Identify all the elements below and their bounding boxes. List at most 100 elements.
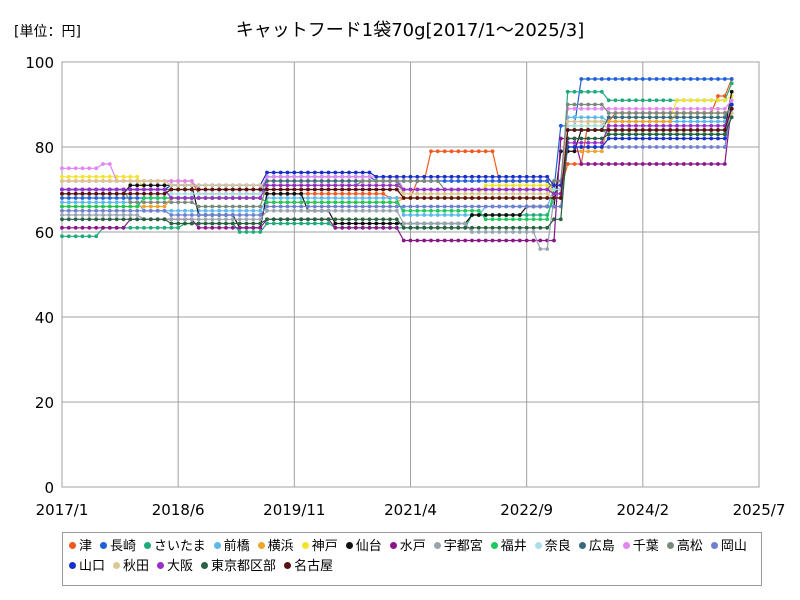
data-point <box>135 225 140 230</box>
data-point <box>695 106 700 111</box>
data-point <box>73 234 78 239</box>
data-point <box>135 179 140 183</box>
data-point <box>422 221 427 226</box>
data-point <box>128 200 133 205</box>
data-point <box>394 200 399 205</box>
data-point <box>169 213 174 217</box>
data-point <box>107 179 112 183</box>
data-point <box>593 149 597 154</box>
data-point <box>333 183 338 188</box>
data-point <box>579 145 584 149</box>
data-point <box>278 204 283 209</box>
data-point <box>183 196 187 200</box>
data-point <box>476 191 481 196</box>
data-point <box>709 119 714 124</box>
data-point <box>545 179 550 183</box>
data-point <box>463 187 468 192</box>
data-point <box>169 208 174 213</box>
data-point <box>675 115 679 120</box>
data-point <box>285 170 290 175</box>
data-point <box>306 196 310 200</box>
data-point <box>347 217 351 222</box>
data-point <box>73 191 78 196</box>
data-point <box>114 225 119 230</box>
data-point <box>552 238 556 243</box>
data-point <box>654 132 659 137</box>
data-point <box>278 200 283 205</box>
data-point <box>593 102 597 107</box>
data-point <box>688 132 693 137</box>
data-point <box>155 217 160 222</box>
data-point <box>702 145 707 149</box>
data-point <box>545 204 550 209</box>
data-point <box>94 179 99 183</box>
data-point <box>511 187 515 192</box>
data-point <box>66 217 71 222</box>
data-point <box>333 174 338 179</box>
data-point <box>271 170 276 175</box>
data-point <box>121 200 126 205</box>
data-point <box>162 187 167 192</box>
data-point <box>306 179 310 183</box>
data-point <box>504 217 509 222</box>
data-point <box>374 225 379 230</box>
data-point <box>661 145 666 149</box>
data-point <box>483 179 488 183</box>
data-point <box>340 170 345 175</box>
data-point <box>148 187 153 192</box>
data-point <box>613 98 618 103</box>
data-point <box>579 115 584 120</box>
data-point <box>340 183 345 188</box>
data-point <box>668 162 673 166</box>
data-point <box>429 187 433 192</box>
data-point <box>66 174 71 179</box>
data-point <box>189 196 194 200</box>
data-point <box>579 149 584 154</box>
data-point <box>716 115 720 120</box>
data-point <box>490 191 495 196</box>
data-point <box>620 123 625 128</box>
data-point <box>176 225 181 230</box>
legend-label: 仙台 <box>355 539 382 554</box>
data-point <box>319 191 324 196</box>
data-point <box>251 191 256 196</box>
data-point <box>121 196 126 200</box>
data-point <box>538 217 543 222</box>
data-point <box>196 187 201 192</box>
data-point <box>702 119 707 124</box>
legend-item: 名古屋 <box>284 559 333 575</box>
data-point <box>552 183 556 188</box>
legend-item: 前橋 <box>213 539 250 555</box>
data-point <box>511 196 515 200</box>
data-point <box>729 77 734 81</box>
data-point <box>353 187 358 192</box>
data-point <box>189 208 194 213</box>
data-point <box>524 183 529 188</box>
data-point <box>333 221 338 226</box>
data-point <box>538 196 543 200</box>
data-point <box>381 196 386 200</box>
data-point <box>422 187 427 192</box>
data-point <box>586 77 591 81</box>
data-point <box>224 191 228 196</box>
data-point <box>189 200 194 205</box>
data-point <box>278 174 283 179</box>
data-point <box>668 98 673 103</box>
legend-item: 福井 <box>490 539 527 555</box>
data-point <box>688 111 693 115</box>
data-point <box>579 123 584 128</box>
data-point <box>162 179 167 183</box>
data-point <box>114 179 119 183</box>
data-point <box>456 187 461 192</box>
data-point <box>237 196 242 200</box>
data-point <box>265 208 269 213</box>
data-point <box>435 238 440 243</box>
data-point <box>504 174 509 179</box>
data-point <box>401 196 406 200</box>
data-point <box>647 98 652 103</box>
data-point <box>265 191 269 196</box>
data-point <box>258 191 263 196</box>
data-point <box>695 119 700 124</box>
data-point <box>675 106 679 111</box>
data-point <box>60 166 64 171</box>
